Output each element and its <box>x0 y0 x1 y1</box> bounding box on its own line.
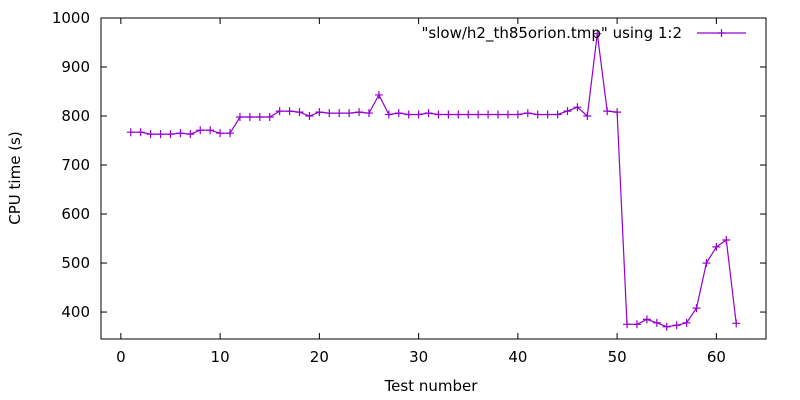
data-point-marker <box>414 110 423 119</box>
y-tick-label: 700 <box>61 156 90 174</box>
x-tick-label: 30 <box>409 348 428 366</box>
data-point-marker <box>623 320 632 329</box>
data-point-marker <box>712 242 721 251</box>
y-tick-label: 500 <box>61 254 90 272</box>
data-point-marker <box>494 110 503 119</box>
data-point-marker <box>484 110 493 119</box>
data-point-marker <box>692 304 701 313</box>
data-point-marker <box>355 108 364 117</box>
data-point-marker <box>553 110 562 119</box>
data-point-marker <box>196 126 205 135</box>
legend-marker <box>717 29 726 37</box>
data-point-marker <box>533 110 542 119</box>
data-point-marker <box>513 110 522 119</box>
y-tick-label: 400 <box>61 303 90 321</box>
data-point-marker <box>702 259 711 268</box>
data-point-marker <box>434 110 443 119</box>
data-point-marker <box>732 319 741 328</box>
data-point-marker <box>265 112 274 121</box>
data-point-marker <box>454 110 463 119</box>
data-point-marker <box>176 129 185 138</box>
data-point-marker <box>603 107 612 116</box>
x-tick-label: 0 <box>116 348 126 366</box>
data-point-marker <box>146 130 155 139</box>
series-line <box>130 33 737 328</box>
data-point-marker <box>206 126 215 135</box>
data-point-marker <box>573 103 582 112</box>
data-point-marker <box>335 109 344 118</box>
y-tick-label: 1000 <box>52 9 90 27</box>
plot-frame <box>100 17 767 340</box>
data-point-marker <box>245 112 254 121</box>
data-point-marker <box>156 130 165 139</box>
data-point-marker <box>295 108 304 117</box>
data-point-marker <box>404 110 413 119</box>
data-point-marker <box>632 320 641 329</box>
data-point-marker <box>722 236 731 245</box>
y-axis-label: CPU time (s) <box>6 131 24 224</box>
data-point-marker <box>136 128 145 137</box>
data-point-marker <box>444 110 453 119</box>
data-point-marker <box>305 112 314 121</box>
data-point-marker <box>166 130 175 139</box>
x-tick-label: 50 <box>608 348 627 366</box>
data-point-marker <box>394 109 403 118</box>
legend-marker-plus <box>717 29 726 37</box>
data-point-marker <box>275 107 284 116</box>
x-tick-label: 40 <box>508 348 527 366</box>
y-tick-label: 600 <box>61 205 90 223</box>
data-point-marker <box>325 109 334 118</box>
data-point-marker <box>682 318 691 327</box>
data-point-marker <box>543 110 552 119</box>
data-point-marker <box>613 108 622 117</box>
data-point-marker <box>583 112 592 121</box>
data-point-marker <box>424 109 433 118</box>
data-point-marker <box>474 110 483 119</box>
data-point-marker <box>315 108 324 117</box>
data-point-marker <box>523 109 532 118</box>
data-point-marker <box>464 110 473 119</box>
data-point-marker <box>216 129 225 138</box>
data-point-marker <box>652 318 661 327</box>
legend: "slow/h2_th85orion.tmp" using 1:2 <box>422 24 746 43</box>
data-point-marker <box>285 107 294 116</box>
data-point-marker <box>186 130 195 139</box>
data-point-marker <box>672 321 681 330</box>
data-point-marker <box>374 90 383 99</box>
x-tick-label: 60 <box>707 348 726 366</box>
data-point-marker <box>503 110 512 119</box>
y-tick-label: 900 <box>61 58 90 76</box>
data-point-marker <box>255 112 264 121</box>
data-point-marker <box>126 128 135 137</box>
x-tick-label: 10 <box>211 348 230 366</box>
data-point-marker <box>345 109 354 118</box>
x-axis-label: Test number <box>384 377 479 395</box>
data-point-marker <box>364 109 373 118</box>
data-series <box>126 29 741 331</box>
data-point-marker <box>593 29 602 38</box>
data-point-marker <box>642 315 651 324</box>
data-point-marker <box>226 129 235 138</box>
legend-entry-label: "slow/h2_th85orion.tmp" using 1:2 <box>422 24 682 43</box>
axis-ticks <box>101 17 766 339</box>
axis-tick-labels: 0 10 20 30 40 50 60 400 500 600 700 800 900 1000 <box>52 9 726 366</box>
y-tick-label: 800 <box>61 107 90 125</box>
data-point-marker <box>384 110 393 119</box>
data-point-marker <box>563 107 572 116</box>
data-point-marker <box>662 322 671 331</box>
data-point-marker <box>235 112 244 121</box>
x-tick-label: 20 <box>310 348 329 366</box>
